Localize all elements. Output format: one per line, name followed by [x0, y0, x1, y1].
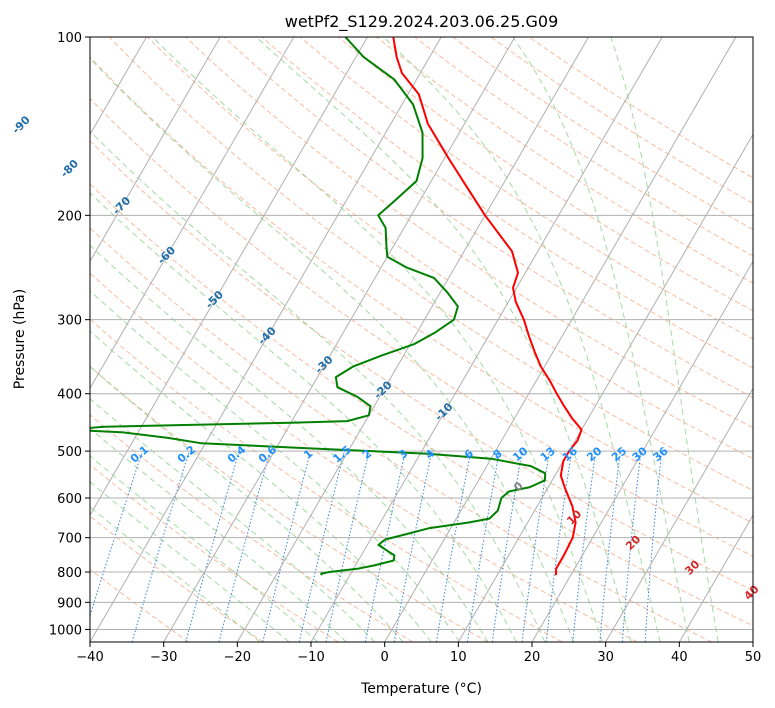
dry-adiabat-line	[108, 37, 753, 492]
dry-adiabat-line	[90, 56, 753, 524]
dry-adiabat-line	[90, 365, 488, 642]
x-tick-label: 40	[671, 650, 688, 665]
dry-adiabat-line	[90, 272, 638, 642]
x-tick-label: −40	[76, 650, 103, 665]
mixing-ratio-line	[262, 450, 312, 642]
dry-adiabat-line	[90, 318, 563, 642]
profile-lines	[90, 37, 583, 576]
dry-adiabat-line	[90, 183, 753, 627]
dry-adiabat-line	[261, 37, 753, 369]
isotherm-line	[236, 37, 589, 642]
mixing-ratio-line	[131, 450, 190, 642]
moist-adiabat-line	[90, 244, 489, 642]
isotherm-line	[457, 133, 753, 642]
y-tick-label: 200	[57, 209, 82, 224]
dewpoint-line	[90, 37, 547, 576]
y-tick-label: 700	[57, 532, 82, 547]
mixing-ratio-line	[185, 450, 240, 642]
y-tick-label: 300	[57, 314, 82, 329]
dry-adiabat-line	[223, 37, 753, 399]
dry-adiabat-line	[90, 464, 339, 642]
mixing-ratio-line	[467, 451, 500, 642]
moist-adiabat-line	[382, 37, 661, 642]
dry-adiabat-line	[90, 140, 753, 592]
moist-adiabat-line	[255, 37, 632, 642]
mixing-ratio-line	[393, 450, 433, 642]
dry-adiabat-line	[90, 227, 712, 642]
y-tick-label: 1000	[49, 623, 82, 638]
moist-adiabat-line	[90, 506, 261, 642]
mixing-ratio-line	[364, 450, 406, 642]
dry-adiabat-line	[376, 37, 753, 284]
y-tick-label: 100	[57, 31, 82, 46]
mixing-ratio-line	[599, 451, 621, 642]
mixing-ratio-line	[521, 451, 550, 642]
chart-title: wetPf2_S129.2024.203.06.25.G09	[285, 12, 559, 32]
isotherm-line	[90, 37, 221, 263]
mixing-ratio-line	[298, 450, 345, 642]
x-tick-label: −10	[297, 650, 324, 665]
moist-adiabat-line	[90, 330, 432, 642]
isotherm-line	[163, 37, 516, 642]
isotherm-line	[531, 260, 753, 642]
y-tick-label: 800	[57, 566, 82, 581]
mixing-ratio-line	[621, 451, 642, 642]
y-tick-label: 900	[57, 596, 82, 611]
y-tick-label: 600	[57, 492, 82, 507]
moist-adiabat-line	[512, 37, 690, 642]
x-tick-label: 50	[745, 650, 762, 665]
isotherm-line	[384, 37, 737, 642]
y-tick-label: 500	[57, 445, 82, 460]
x-tick-label: 0	[381, 650, 389, 665]
dry-adiabat-line	[490, 37, 753, 205]
isotherm-line	[310, 37, 663, 642]
mixing-ratio-line	[572, 451, 597, 642]
moist-adiabat-line	[90, 290, 461, 642]
x-tick-label: 30	[597, 650, 614, 665]
x-axis-label: Temperature (°C)	[360, 681, 482, 697]
y-axis-label: Pressure (hPa)	[12, 289, 28, 389]
temperature-line	[392, 37, 583, 576]
mixing-ratio-line	[644, 451, 663, 642]
dry-adiabat-line	[90, 97, 753, 557]
mixing-ratio-line	[325, 450, 370, 642]
isotherm-line	[605, 387, 753, 642]
moist-adiabat-line	[90, 365, 404, 642]
pressure-gridlines	[90, 37, 753, 642]
y-tick-label: 400	[57, 388, 82, 403]
moist-adiabat-line	[90, 57, 575, 642]
x-tick-label: −20	[224, 650, 251, 665]
isotherm-line	[678, 514, 753, 642]
dry-adiabat-line	[452, 37, 753, 231]
dry-adiabat-line	[185, 37, 753, 429]
dry-adiabat-line	[147, 37, 753, 460]
isotherm-line	[90, 37, 295, 390]
mixing-ratio-line	[435, 451, 472, 642]
plot-frame	[89, 36, 754, 643]
axes: −40 −30 −20 −10 0 10 20 30 40 50 100 200 300 400 500 60…	[49, 31, 761, 665]
isotherm-line	[90, 37, 442, 642]
x-tick-label: −30	[150, 650, 177, 665]
x-tick-label: 10	[450, 650, 467, 665]
x-tick-label: 20	[524, 650, 541, 665]
moist-adiabat-line	[152, 37, 603, 642]
mixing-ratio-line	[218, 450, 271, 642]
mixing-ratio-line	[491, 451, 523, 642]
moist-adiabat-line	[610, 37, 719, 642]
dry-adiabat-line	[90, 414, 414, 642]
isotherm-line	[90, 37, 368, 517]
dry-adiabat-line	[337, 37, 753, 312]
moist-adiabat-line	[90, 192, 517, 642]
